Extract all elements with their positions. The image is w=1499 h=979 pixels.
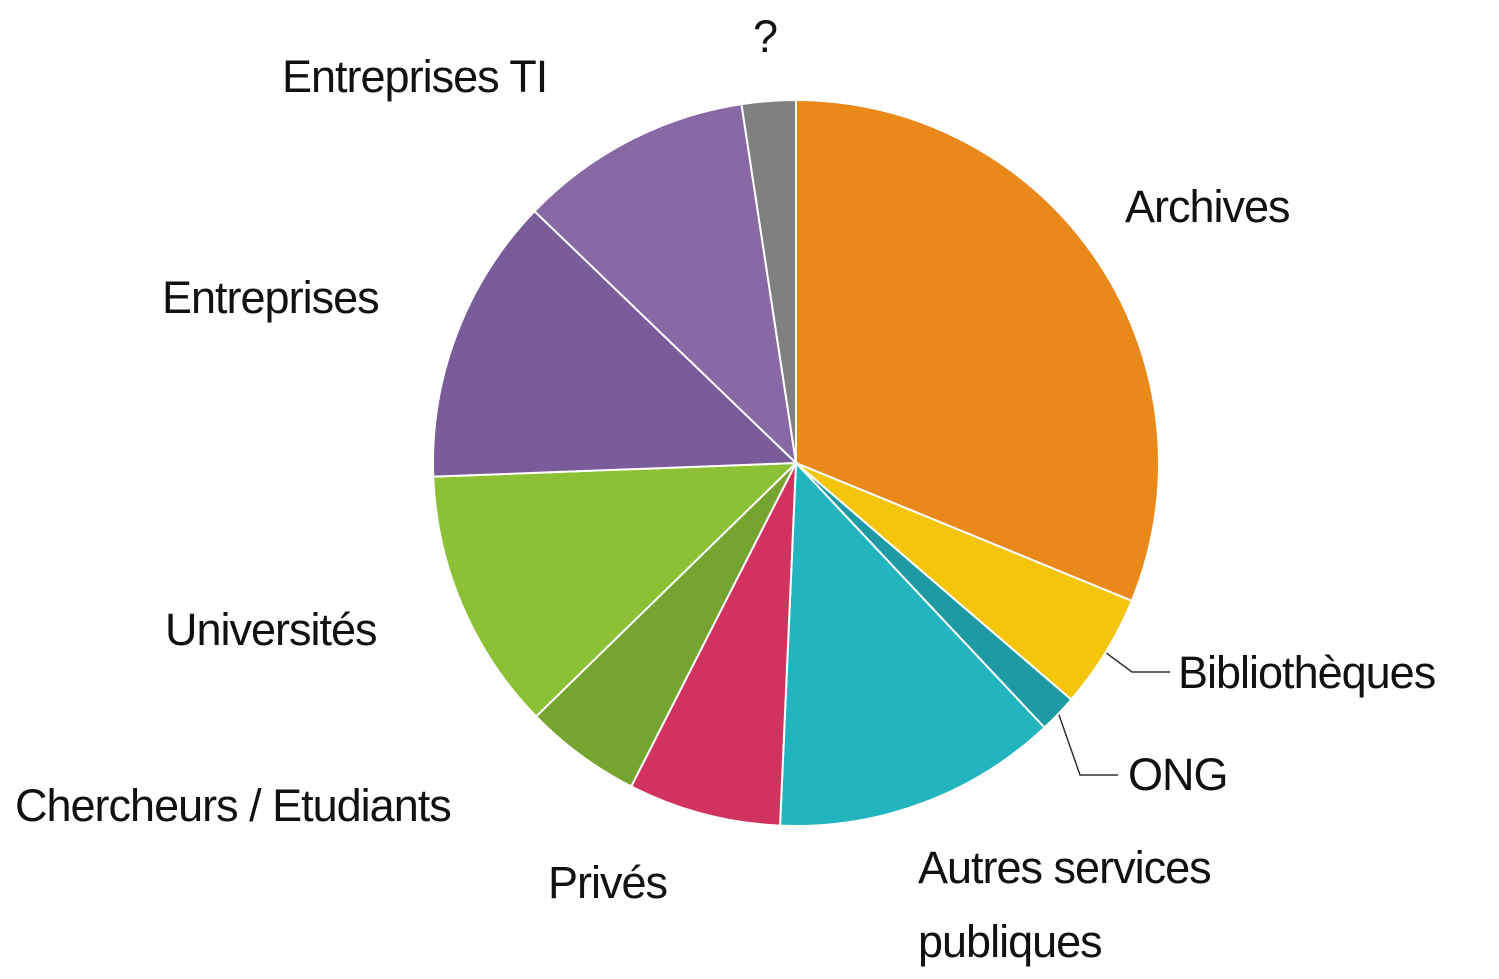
slice-label: Chercheurs / Etudiants <box>15 780 452 831</box>
slice-label: Autres services publiques <box>918 842 1212 967</box>
leader-line <box>1104 651 1170 673</box>
leader-line <box>1057 711 1118 776</box>
pie-slice <box>629 462 797 827</box>
pie-slice <box>795 98 1160 603</box>
pie-slice <box>432 461 799 718</box>
slice-label: ? <box>753 11 778 62</box>
pie-slice <box>778 460 1046 827</box>
slice-label: ONG <box>1128 749 1229 800</box>
pie-slice <box>740 98 797 464</box>
pie-slice <box>432 209 799 478</box>
pie-slice <box>533 102 798 466</box>
slice-label: Archives <box>1125 181 1291 232</box>
slice-label: Entreprises TI <box>282 51 548 102</box>
slice-label: Universités <box>165 604 378 655</box>
slice-label: Bibliothèques <box>1178 647 1436 698</box>
slice-label: Entreprises <box>162 272 380 323</box>
slice-label: Privés <box>548 857 668 908</box>
